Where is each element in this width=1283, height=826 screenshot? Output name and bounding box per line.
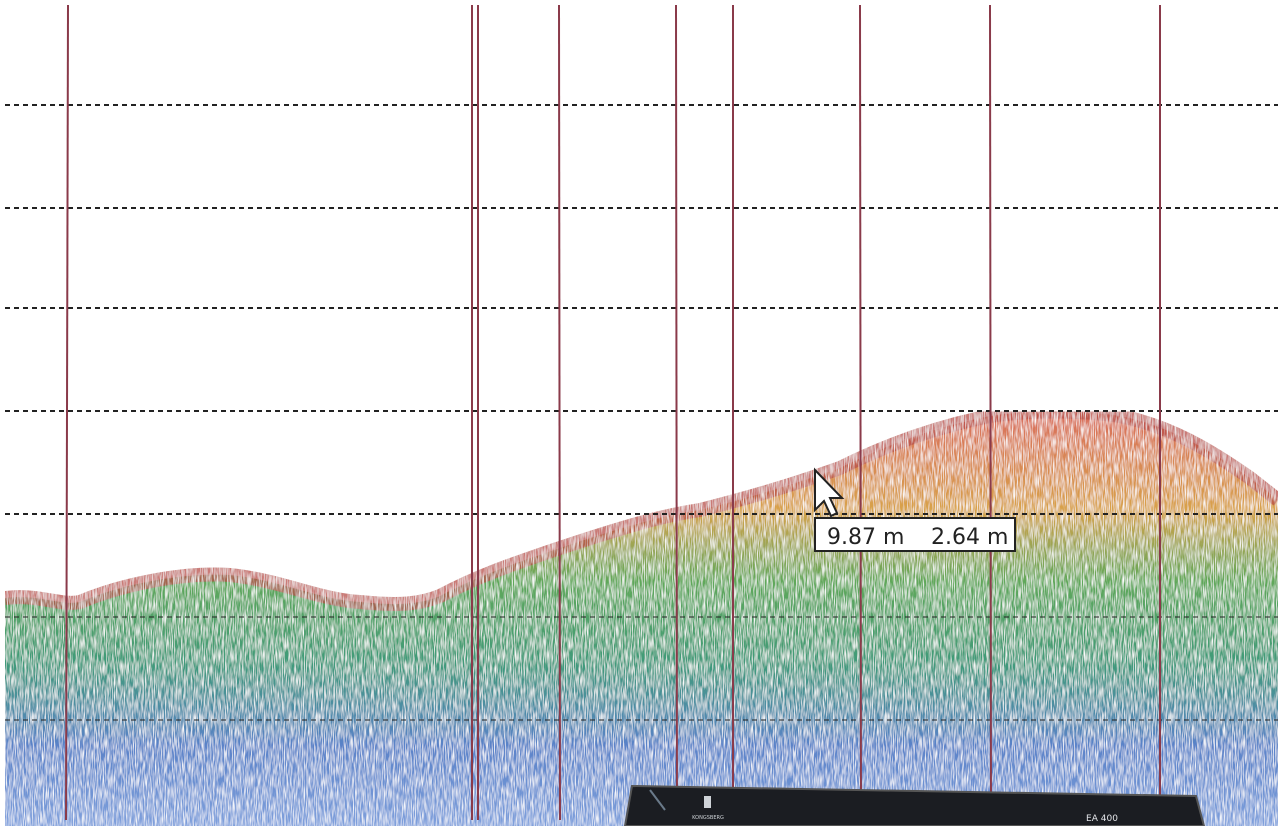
device-model[interactable]: EA 400 (1086, 814, 1118, 824)
ping-marker (559, 5, 560, 820)
tooltip-reading: 2.64 m (931, 525, 1008, 550)
tooltip-depth: 9.87 m (827, 525, 904, 550)
ping-marker (860, 5, 861, 820)
ping-marker (676, 5, 677, 820)
ping-marker (990, 5, 991, 820)
device-brand: KONGSBERG (692, 815, 724, 821)
cursor-tooltip: 9.87 m 2.64 m (815, 518, 1015, 551)
brand-logo (704, 796, 711, 808)
echogram-screen: 9.87 m 2.64 m KONGSBERG EA 400 (0, 0, 1283, 826)
